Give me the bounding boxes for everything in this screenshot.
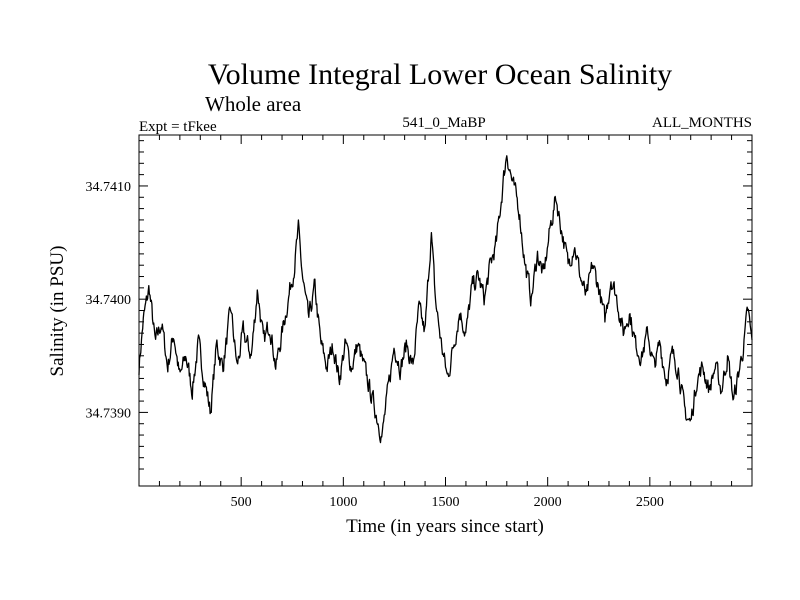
x-tick-label: 2000 bbox=[534, 495, 562, 510]
x-tick-label: 1500 bbox=[432, 495, 460, 510]
y-axis-title: Salinity (in PSU) bbox=[47, 246, 68, 377]
months-label: ALL_MONTHS bbox=[652, 115, 752, 131]
x-tick-label: 2500 bbox=[636, 495, 664, 510]
y-tick-label: 34.7410 bbox=[86, 180, 132, 195]
chart-subtitle: Whole area bbox=[205, 92, 302, 116]
x-axis-ticks: 500 1000 1500 2000 2500 bbox=[231, 135, 664, 510]
series-line-salinity bbox=[138, 155, 753, 444]
y-tick-label: 34.7400 bbox=[86, 293, 132, 308]
x-tick-label: 500 bbox=[231, 495, 252, 510]
experiment-label: Expt = tFkee bbox=[139, 119, 217, 135]
period-label: 541_0_MaBP bbox=[402, 115, 485, 131]
x-axis-title: Time (in years since start) bbox=[346, 516, 544, 537]
y-axis-ticks: 34.7390 34.7400 34.7410 bbox=[86, 180, 752, 421]
y-tick-label: 34.7390 bbox=[86, 406, 132, 421]
chart-title: Volume Integral Lower Ocean Salinity bbox=[208, 58, 672, 91]
minor-ticks bbox=[139, 135, 752, 486]
plot-area: 500 1000 1500 2000 2500 34.7390 34.7400 34.741… bbox=[86, 134, 753, 510]
x-tick-label: 1000 bbox=[329, 495, 357, 510]
